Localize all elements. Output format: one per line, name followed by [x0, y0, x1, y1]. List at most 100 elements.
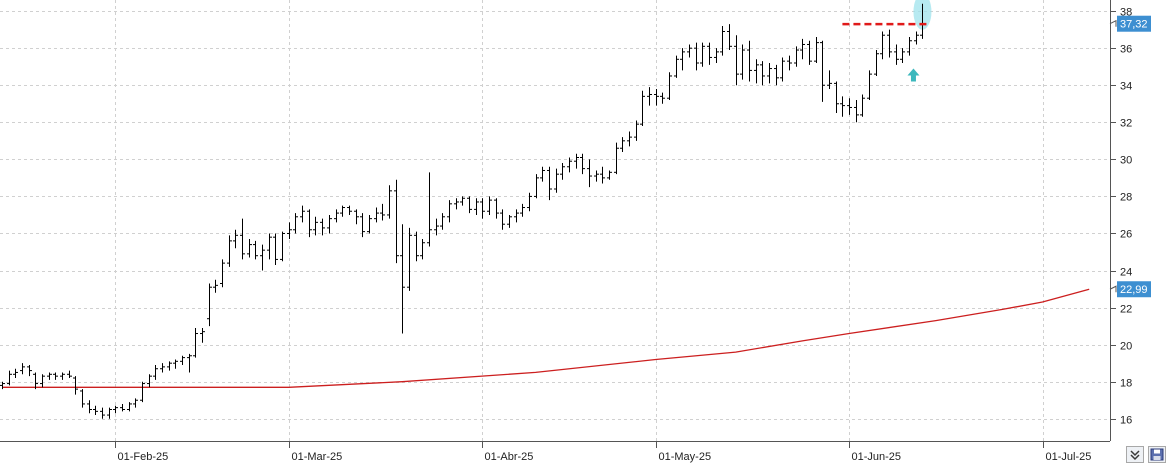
ohlc-bar	[540, 166, 545, 182]
ohlc-bars	[0, 3, 925, 419]
price-marker-icon	[1109, 285, 1117, 293]
ohlc-bar	[894, 44, 899, 65]
ohlc-bar	[614, 142, 619, 175]
ohlc-bar	[760, 61, 765, 86]
ohlc-bar	[60, 372, 65, 380]
ohlc-bar	[354, 209, 359, 225]
ohlc-bar	[427, 172, 432, 247]
ohlc-bar	[414, 231, 419, 262]
x-tick-label: 01-Mar-25	[292, 451, 343, 463]
ohlc-bar	[247, 239, 252, 258]
moving-average-layer	[2, 288, 1090, 388]
ohlc-bar	[800, 38, 805, 60]
ohlc-bar	[260, 244, 265, 271]
ohlc-bar	[207, 283, 212, 327]
ohlc-bar	[27, 365, 32, 377]
ohlc-bar	[534, 174, 539, 199]
ohlc-bar	[807, 40, 812, 65]
ohlc-bar	[794, 46, 799, 67]
ohlc-bar	[400, 224, 405, 334]
moving-average-label: 22,99	[1109, 281, 1151, 298]
ohlc-bar	[747, 40, 752, 82]
ohlc-bar	[13, 368, 18, 378]
ohlc-bar	[127, 402, 132, 412]
ohlc-bar	[287, 222, 292, 240]
last-price-label: 37,32	[1109, 15, 1151, 32]
ohlc-bar	[814, 37, 819, 63]
save-icon	[1150, 448, 1164, 461]
ohlc-bar	[387, 185, 392, 219]
ohlc-bar	[133, 398, 138, 408]
ohlc-bar	[560, 163, 565, 180]
ohlc-bar	[687, 44, 692, 58]
ohlc-bar	[660, 92, 665, 104]
chevron-down-icon	[1130, 450, 1140, 461]
ohlc-bar	[113, 405, 118, 414]
ohlc-bar	[607, 170, 612, 180]
ohlc-bar	[574, 153, 579, 169]
ohlc-bar	[467, 196, 472, 214]
ohlc-bar	[840, 96, 845, 117]
ohlc-bar	[720, 25, 725, 56]
ohlc-bar	[307, 209, 312, 238]
ohlc-bar	[880, 31, 885, 60]
ohlc-bar	[100, 407, 105, 419]
ohlc-bar	[460, 196, 465, 206]
y-tick-label: 20	[1120, 341, 1132, 353]
x-tick-label: 01-Abr-25	[485, 451, 534, 463]
ohlc-bar	[867, 70, 872, 101]
ohlc-bar	[200, 327, 205, 343]
ohlc-bar	[253, 240, 258, 260]
y-tick-label: 28	[1120, 192, 1132, 204]
ohlc-bar	[280, 231, 285, 262]
ohlc-bar	[73, 376, 78, 395]
ohlc-bar	[600, 166, 605, 184]
ohlc-bar	[267, 233, 272, 260]
ohlc-bar	[827, 70, 832, 89]
ohlc-bar	[767, 63, 772, 84]
y-tick-label: 24	[1120, 267, 1132, 279]
ohlc-bar	[0, 381, 5, 390]
ohlc-bar	[914, 31, 919, 45]
ohlc-bar	[447, 200, 452, 223]
ohlc-bar	[233, 229, 238, 249]
y-tick-label: 22	[1120, 304, 1132, 316]
ohlc-bar	[634, 120, 639, 141]
y-tick-label: 38	[1120, 7, 1132, 19]
ohlc-bar	[220, 259, 225, 288]
ohlc-bar	[587, 159, 592, 188]
ohlc-bar	[153, 365, 158, 380]
ohlc-bar	[120, 403, 125, 412]
moving-average-label-background	[1117, 281, 1151, 298]
ohlc-bar	[374, 207, 379, 223]
x-tick-label: 01-Jun-25	[852, 451, 902, 463]
ohlc-bar	[627, 131, 632, 147]
scroll-down-button[interactable]	[1126, 446, 1144, 463]
ohlc-bar	[900, 48, 905, 63]
ohlc-bar	[173, 359, 178, 369]
y-tick-label: 36	[1120, 44, 1132, 56]
moving-average-label-text: 22,99	[1120, 284, 1148, 296]
ohlc-bar	[527, 192, 532, 212]
ohlc-bar	[420, 239, 425, 260]
ohlc-bar	[360, 213, 365, 238]
ohlc-bar	[407, 227, 412, 291]
ohlc-bar	[680, 48, 685, 71]
ohlc-bar	[147, 374, 152, 388]
price-marker-icon	[1109, 19, 1117, 27]
x-tick-label: 01-Jul-25	[1046, 451, 1092, 463]
ohlc-bar	[167, 361, 172, 371]
ohlc-bar	[787, 55, 792, 71]
ohlc-bar	[780, 57, 785, 82]
ohlc-bar	[434, 218, 439, 236]
ohlc-bar	[847, 98, 852, 115]
ohlc-bar	[7, 370, 12, 386]
save-button[interactable]	[1148, 446, 1166, 463]
y-tick-label: 26	[1120, 229, 1132, 241]
ohlc-bar	[820, 40, 825, 102]
ohlc-bar	[227, 235, 232, 267]
ohlc-bar	[180, 355, 185, 366]
last-price-label-background	[1117, 15, 1151, 32]
grid-lines	[0, 0, 1110, 441]
